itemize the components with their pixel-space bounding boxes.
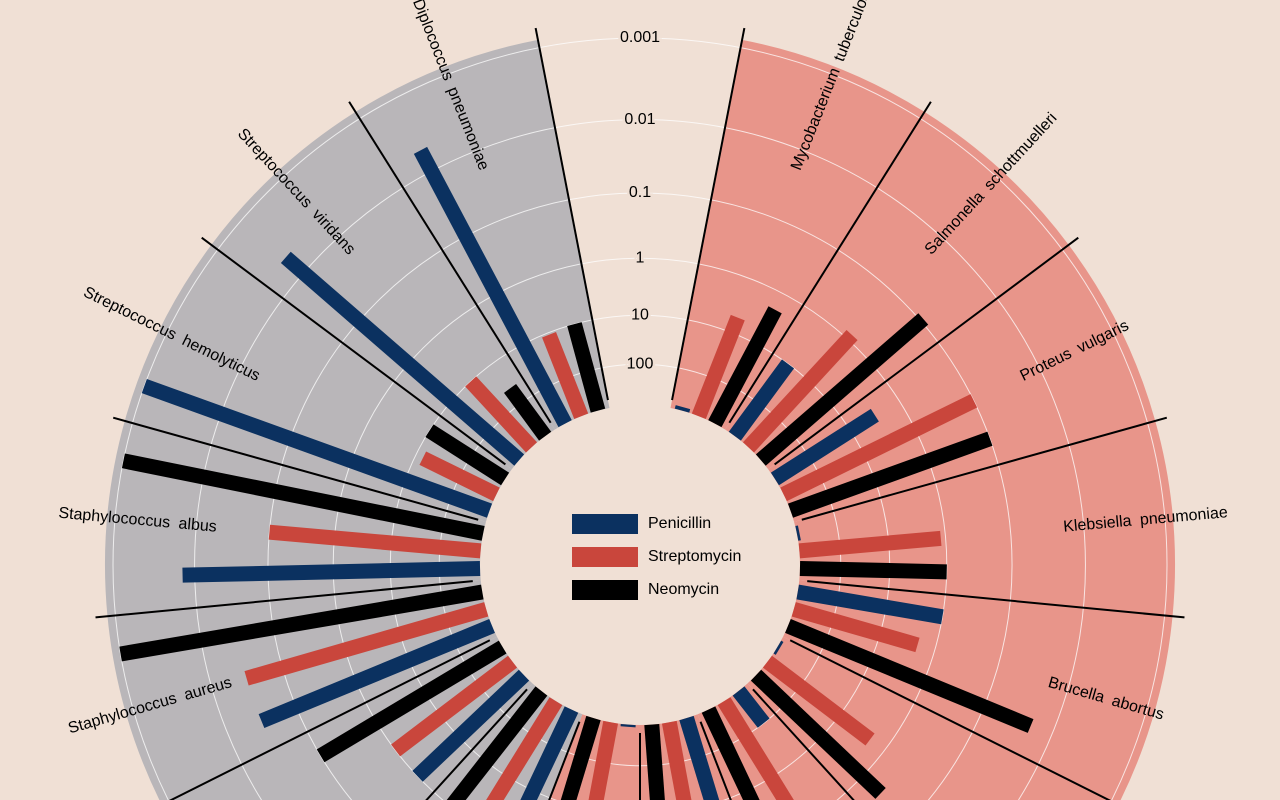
divider [801, 416, 1168, 521]
bar [708, 306, 782, 428]
divider [789, 639, 1112, 800]
bar [280, 251, 525, 466]
divider [699, 721, 732, 800]
y-tick-label: 10 [631, 307, 649, 324]
y-tick-label: 100 [627, 355, 654, 372]
bar [644, 724, 681, 800]
divider [168, 639, 491, 800]
divider [774, 236, 1079, 466]
bar [244, 602, 489, 686]
divider [807, 580, 1185, 619]
divider [671, 27, 746, 401]
bar [419, 451, 500, 502]
bar [542, 332, 589, 419]
bar [119, 584, 484, 662]
divider [348, 101, 552, 424]
legend-swatch [572, 547, 638, 567]
bar [732, 686, 770, 728]
bar [141, 378, 493, 518]
divider [752, 688, 855, 800]
y-tick-label: 0.1 [629, 184, 651, 201]
bar [399, 697, 563, 800]
bar [796, 584, 944, 625]
bar [701, 706, 807, 800]
bar [268, 524, 482, 559]
bar [391, 655, 518, 757]
legend-label: Streptomycin [648, 548, 741, 565]
legend-label: Neomycin [648, 581, 719, 598]
bar [503, 383, 552, 441]
legend-swatch [572, 514, 638, 534]
bar [407, 706, 579, 800]
divider [425, 688, 528, 800]
divider [95, 580, 473, 619]
bar [762, 655, 875, 746]
bar [182, 561, 481, 583]
bar [258, 619, 495, 728]
bar [567, 322, 606, 413]
bar [755, 313, 929, 466]
bar [412, 669, 530, 782]
bar [352, 686, 548, 800]
grid-ring [267, 192, 1013, 800]
bar [791, 602, 920, 653]
sector [124, 244, 512, 522]
bar [785, 619, 1034, 733]
bar [425, 424, 510, 486]
bar [799, 561, 947, 580]
bar [576, 720, 619, 800]
bar [316, 640, 507, 763]
y-tick-label: 0.01 [624, 111, 655, 128]
legend-swatch [572, 580, 638, 600]
bar [717, 697, 821, 800]
divider [112, 416, 479, 521]
bar [795, 525, 801, 541]
y-tick-label: 1 [636, 249, 645, 266]
grid-ring [194, 119, 1086, 800]
bar [787, 431, 993, 518]
y-tick-label: 0.001 [620, 29, 660, 46]
bar [773, 640, 784, 655]
bar [798, 530, 942, 559]
bar [742, 330, 858, 453]
bar [413, 146, 572, 428]
bar [780, 394, 978, 502]
bar [674, 405, 691, 413]
bar [661, 720, 709, 800]
grid-ring [112, 37, 1168, 800]
bar [465, 376, 538, 453]
bar [770, 408, 879, 486]
bar [547, 715, 601, 800]
divider [548, 721, 581, 800]
bar [121, 453, 485, 541]
bar [620, 724, 636, 728]
divider [201, 236, 506, 466]
divider [534, 27, 609, 401]
bar [750, 669, 886, 799]
sector [211, 111, 555, 470]
sector [355, 39, 610, 430]
divider [728, 101, 932, 424]
bar [679, 715, 737, 800]
bar [691, 314, 745, 419]
legend-label: Penicillin [648, 515, 711, 532]
bar [728, 359, 795, 441]
